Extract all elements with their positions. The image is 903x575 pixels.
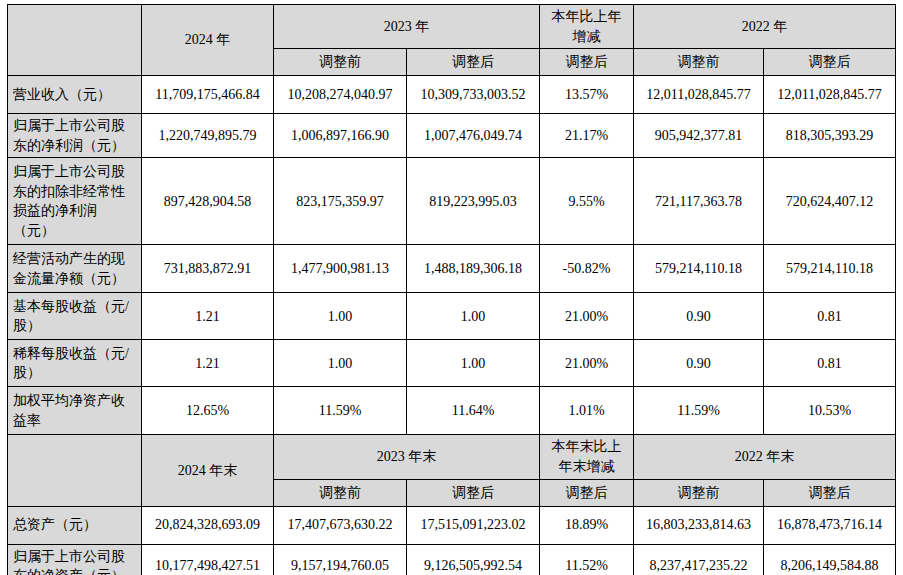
corner-cell: [8, 435, 142, 506]
col-header-change: 本年比上年增减: [540, 5, 634, 49]
col-header-yearend-change: 本年末比上年末增减: [540, 435, 634, 479]
table-row: 总资产（元） 20,824,328,693.09 17,407,673,630.…: [8, 506, 896, 544]
cell-value: 0.90: [634, 340, 764, 387]
subheader-2022-post-adjust: 调整后: [764, 49, 896, 76]
cell-value: 0.81: [764, 293, 896, 340]
cell-value: 18.89%: [540, 506, 634, 544]
cell-value: 11.52%: [540, 544, 634, 575]
cell-value: 579,214,110.18: [634, 245, 764, 293]
cell-value: 819,223,995.03: [407, 158, 540, 245]
table-row: 稀释每股收益（元/股） 1.21 1.00 1.00 21.00% 0.90 0…: [8, 340, 896, 387]
cell-value: 21.17%: [540, 114, 634, 158]
col-header-2023: 2023 年: [274, 5, 540, 49]
cell-value: 1.00: [407, 340, 540, 387]
cell-value: 905,942,377.81: [634, 114, 764, 158]
cell-value: 12,011,028,845.77: [764, 76, 896, 114]
table-row: 归属于上市公司股东的净资产（元） 10,177,498,427.51 9,157…: [8, 544, 896, 575]
row-label: 稀释每股收益（元/股）: [8, 340, 142, 387]
table-row: 经营活动产生的现金流量净额（元） 731,883,872.91 1,477,90…: [8, 245, 896, 293]
cell-value: 721,117,363.78: [634, 158, 764, 245]
cell-value: 1,488,189,306.18: [407, 245, 540, 293]
subheader-2022-pre-adjust: 调整前: [634, 479, 764, 506]
cell-value: 16,878,473,716.14: [764, 506, 896, 544]
cell-value: -50.82%: [540, 245, 634, 293]
subheader-2022-post-adjust: 调整后: [764, 479, 896, 506]
cell-value: 8,206,149,584.88: [764, 544, 896, 575]
col-header-2022: 2022 年: [634, 5, 896, 49]
cell-value: 11.59%: [634, 387, 764, 435]
header-row-yearend: 2024 年末 2023 年末 本年末比上年末增减 2022 年末: [8, 435, 896, 479]
subheader-2023-post-adjust: 调整后: [407, 49, 540, 76]
table-row: 归属于上市公司股东的扣除非经常性损益的净利润（元） 897,428,904.58…: [8, 158, 896, 245]
row-label: 归属于上市公司股东的扣除非经常性损益的净利润（元）: [8, 158, 142, 245]
col-header-2024-yearend: 2024 年末: [142, 435, 274, 506]
cell-value: 0.81: [764, 340, 896, 387]
cell-value: 1.00: [274, 293, 407, 340]
cell-value: 12.65%: [142, 387, 274, 435]
cell-value: 10.53%: [764, 387, 896, 435]
table-row: 基本每股收益（元/股） 1.21 1.00 1.00 21.00% 0.90 0…: [8, 293, 896, 340]
cell-value: 1.21: [142, 340, 274, 387]
subheader-change-post-adjust: 调整后: [540, 49, 634, 76]
row-label: 营业收入（元）: [8, 76, 142, 114]
cell-value: 1.01%: [540, 387, 634, 435]
cell-value: 1,477,900,981.13: [274, 245, 407, 293]
cell-value: 9.55%: [540, 158, 634, 245]
cell-value: 13.57%: [540, 76, 634, 114]
cell-value: 731,883,872.91: [142, 245, 274, 293]
cell-value: 1.00: [274, 340, 407, 387]
col-header-2024: 2024 年: [142, 5, 274, 76]
header-row-annual: 2024 年 2023 年 本年比上年增减 2022 年: [8, 5, 896, 49]
corner-cell: [8, 5, 142, 76]
cell-value: 21.00%: [540, 340, 634, 387]
subheader-change-post-adjust: 调整后: [540, 479, 634, 506]
cell-value: 12,011,028,845.77: [634, 76, 764, 114]
subheader-2023-post-adjust: 调整后: [407, 479, 540, 506]
subheader-2023-pre-adjust: 调整前: [274, 479, 407, 506]
row-label: 归属于上市公司股东的净资产（元）: [8, 544, 142, 575]
table-row: 归属于上市公司股东的净利润（元） 1,220,749,895.79 1,006,…: [8, 114, 896, 158]
cell-value: 10,208,274,040.97: [274, 76, 407, 114]
cell-value: 9,157,194,760.05: [274, 544, 407, 575]
cell-value: 897,428,904.58: [142, 158, 274, 245]
cell-value: 11.64%: [407, 387, 540, 435]
row-label: 总资产（元）: [8, 506, 142, 544]
cell-value: 17,515,091,223.02: [407, 506, 540, 544]
cell-value: 579,214,110.18: [764, 245, 896, 293]
subheader-2023-pre-adjust: 调整前: [274, 49, 407, 76]
cell-value: 720,624,407.12: [764, 158, 896, 245]
row-label: 归属于上市公司股东的净利润（元）: [8, 114, 142, 158]
table-row: 加权平均净资产收益率 12.65% 11.59% 11.64% 1.01% 11…: [8, 387, 896, 435]
cell-value: 818,305,393.29: [764, 114, 896, 158]
table-row: 营业收入（元） 11,709,175,466.84 10,208,274,040…: [8, 76, 896, 114]
cell-value: 11.59%: [274, 387, 407, 435]
cell-value: 10,177,498,427.51: [142, 544, 274, 575]
row-label: 加权平均净资产收益率: [8, 387, 142, 435]
cell-value: 1.00: [407, 293, 540, 340]
row-label: 经营活动产生的现金流量净额（元）: [8, 245, 142, 293]
cell-value: 1,006,897,166.90: [274, 114, 407, 158]
cell-value: 9,126,505,992.54: [407, 544, 540, 575]
cell-value: 0.90: [634, 293, 764, 340]
cell-value: 1,007,476,049.74: [407, 114, 540, 158]
col-header-2022-yearend: 2022 年末: [634, 435, 896, 479]
row-label: 基本每股收益（元/股）: [8, 293, 142, 340]
cell-value: 17,407,673,630.22: [274, 506, 407, 544]
cell-value: 21.00%: [540, 293, 634, 340]
financial-summary-table: 2024 年 2023 年 本年比上年增减 2022 年 调整前 调整后 调整后…: [7, 4, 896, 575]
cell-value: 11,709,175,466.84: [142, 76, 274, 114]
cell-value: 823,175,359.97: [274, 158, 407, 245]
cell-value: 1,220,749,895.79: [142, 114, 274, 158]
subheader-2022-pre-adjust: 调整前: [634, 49, 764, 76]
cell-value: 10,309,733,003.52: [407, 76, 540, 114]
cell-value: 8,237,417,235.22: [634, 544, 764, 575]
col-header-2023-yearend: 2023 年末: [274, 435, 540, 479]
cell-value: 1.21: [142, 293, 274, 340]
cell-value: 16,803,233,814.63: [634, 506, 764, 544]
cell-value: 20,824,328,693.09: [142, 506, 274, 544]
